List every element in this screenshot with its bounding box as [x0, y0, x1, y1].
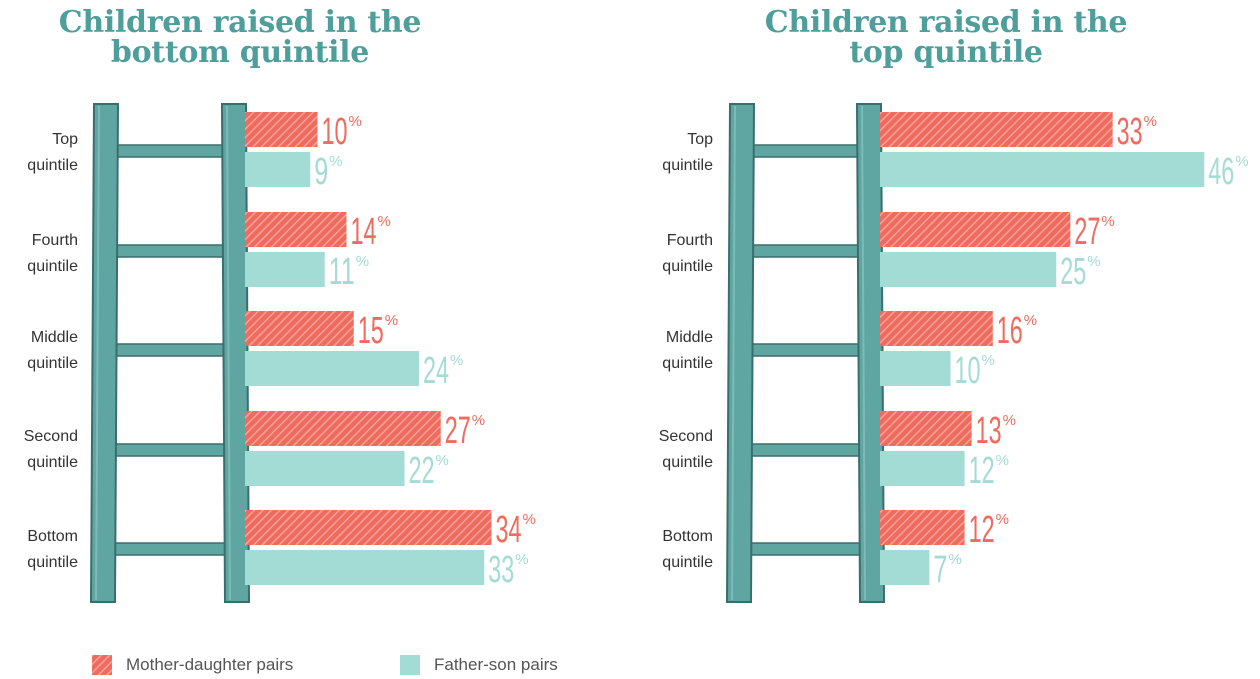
- data-label-percent: %: [1101, 213, 1114, 230]
- bar-mother-daughter: [880, 510, 965, 545]
- data-label-percent: %: [996, 452, 1009, 469]
- ladder-rung: [740, 343, 869, 357]
- bar-mother-daughter: [245, 411, 441, 446]
- ladder-rail-highlight: [861, 105, 866, 601]
- bar-mother-daughter: [880, 311, 993, 346]
- data-label-percent: %: [356, 253, 369, 270]
- data-label-percent: %: [523, 511, 536, 528]
- data-label-mother-daughter: 12: [969, 509, 995, 551]
- bar-mother-daughter: [245, 311, 354, 346]
- data-label-mother-daughter: 10: [322, 111, 348, 153]
- ladder-rung: [740, 244, 869, 258]
- data-label-father-son: 25: [1060, 251, 1086, 293]
- data-label-father-son: 22: [409, 450, 435, 492]
- data-label-percent: %: [349, 113, 362, 130]
- chart-title-bottom-quintile: Children raised in the bottom quintile: [58, 5, 422, 70]
- chart-title-top-quintile: Children raised in the top quintile: [764, 5, 1128, 70]
- data-label-father-son: 11: [329, 251, 355, 293]
- ladder-rung: [104, 542, 234, 556]
- ladder-rail-highlight: [731, 105, 736, 601]
- category-label-fourth: Fourth quintile: [27, 232, 78, 275]
- ladder-rail: [89, 103, 120, 603]
- data-label-percent: %: [436, 452, 449, 469]
- data-label-percent: %: [515, 551, 528, 568]
- data-label-percent: %: [1003, 412, 1016, 429]
- bar-father-son: [880, 351, 951, 386]
- data-label-father-son: 46: [1208, 151, 1234, 193]
- data-label-percent: %: [1087, 253, 1100, 270]
- bar-mother-daughter: [245, 212, 347, 247]
- data-label-mother-daughter: 16: [997, 310, 1023, 352]
- category-label-top: Top quintile: [662, 131, 713, 174]
- data-label-percent: %: [385, 312, 398, 329]
- bar-father-son: [245, 550, 485, 585]
- category-label-bottom: Bottom quintile: [662, 528, 713, 571]
- category-label-top: Top quintile: [27, 131, 78, 174]
- ladder-rung: [740, 144, 869, 158]
- data-label-percent: %: [329, 153, 342, 170]
- bar-mother-daughter: [880, 212, 1071, 247]
- bar-father-son: [880, 252, 1057, 287]
- data-label-father-son: 9: [314, 151, 328, 193]
- data-label-percent: %: [1144, 113, 1157, 130]
- data-label-mother-daughter: 34: [496, 509, 522, 551]
- ladder-rail: [220, 103, 251, 603]
- data-label-percent: %: [378, 213, 391, 230]
- ladder-rung: [740, 542, 869, 556]
- legend-label-father-son: Father-son pairs: [434, 655, 558, 674]
- data-label-father-son: 33: [488, 549, 514, 591]
- bar-father-son: [880, 451, 965, 486]
- ladder-rail-highlight: [95, 105, 100, 601]
- data-label-mother-daughter: 13: [976, 410, 1002, 452]
- data-label-percent: %: [982, 352, 995, 369]
- bar-mother-daughter: [245, 510, 492, 545]
- data-label-mother-daughter: 15: [358, 310, 384, 352]
- bar-mother-daughter: [880, 112, 1113, 147]
- data-label-percent: %: [450, 352, 463, 369]
- data-label-father-son: 12: [969, 450, 995, 492]
- data-label-mother-daughter: 14: [351, 211, 377, 253]
- data-label-percent: %: [1235, 153, 1248, 170]
- category-label-bottom: Bottom quintile: [27, 528, 78, 571]
- ladder-rung: [104, 144, 234, 158]
- bar-mother-daughter: [880, 411, 972, 446]
- data-label-percent: %: [472, 412, 485, 429]
- category-label-middle: Middle quintile: [662, 329, 713, 372]
- bar-father-son: [245, 451, 405, 486]
- data-label-father-son: 10: [955, 350, 981, 392]
- ladder-rail: [855, 103, 886, 603]
- bar-mother-daughter: [245, 112, 318, 147]
- data-label-mother-daughter: 27: [1074, 211, 1100, 253]
- data-label-father-son: 7: [933, 549, 947, 591]
- ladder-rail-highlight: [226, 105, 231, 601]
- data-label-percent: %: [1024, 312, 1037, 329]
- category-label-second: Second quintile: [23, 428, 78, 471]
- data-label-percent: %: [996, 511, 1009, 528]
- bar-father-son: [245, 351, 419, 386]
- data-label-mother-daughter: 33: [1117, 111, 1143, 153]
- data-label-father-son: 24: [423, 350, 449, 392]
- data-label-mother-daughter: 27: [445, 410, 471, 452]
- ladder-rung: [104, 244, 234, 258]
- bar-father-son: [245, 152, 311, 187]
- data-label-percent: %: [948, 551, 961, 568]
- legend-swatch-mother-daughter: [92, 655, 112, 675]
- ladder-rung: [104, 443, 234, 457]
- category-label-fourth: Fourth quintile: [662, 232, 713, 275]
- legend-swatch-father-son: [400, 655, 420, 675]
- bar-father-son: [245, 252, 325, 287]
- ladder-rung: [740, 443, 869, 457]
- category-label-second: Second quintile: [658, 428, 713, 471]
- ladder-rail: [725, 103, 756, 603]
- ladder-rung: [104, 343, 234, 357]
- bar-father-son: [880, 550, 930, 585]
- category-label-middle: Middle quintile: [27, 329, 78, 372]
- legend-label-mother-daughter: Mother-daughter pairs: [126, 655, 294, 674]
- bar-father-son: [880, 152, 1205, 187]
